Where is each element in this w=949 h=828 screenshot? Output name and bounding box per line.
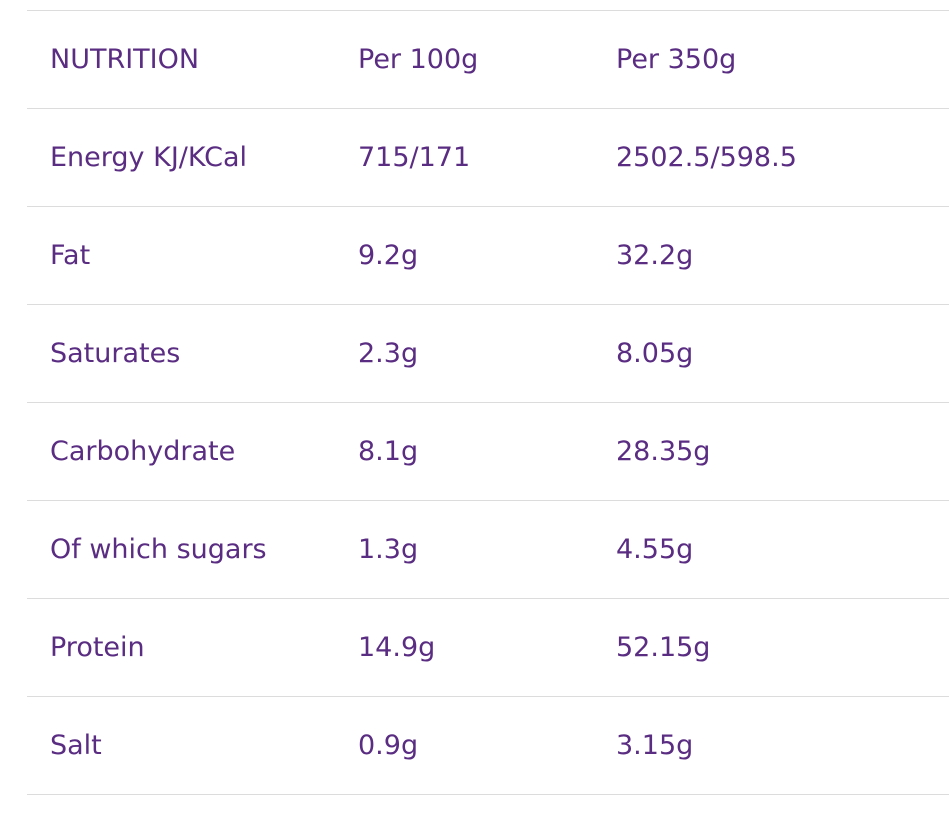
table-row: Carbohydrate 8.1g 28.35g xyxy=(27,402,949,500)
table-cell: Energy KJ/KCal xyxy=(50,142,248,173)
table-cell: 715/171 xyxy=(358,142,471,173)
table-cell: 28.35g xyxy=(616,436,711,467)
table-cell: 0.9g xyxy=(358,730,419,761)
table-cell: 32.2g xyxy=(616,240,694,271)
table-cell: 2502.5/598.5 xyxy=(616,142,797,173)
table-row: Protein 14.9g 52.15g xyxy=(27,598,949,696)
table-cell: Protein xyxy=(50,632,145,663)
table-row: Of which sugars 1.3g 4.55g xyxy=(27,500,949,598)
header-cell: Per 100g xyxy=(358,44,479,75)
table-cell: 52.15g xyxy=(616,632,711,663)
table-row: Fat 9.2g 32.2g xyxy=(27,206,949,304)
table-row: Saturates 2.3g 8.05g xyxy=(27,304,949,402)
table-cell: 14.9g xyxy=(358,632,436,663)
table-cell: 4.55g xyxy=(616,534,694,565)
table-cell: 2.3g xyxy=(358,338,419,369)
table-row: Energy KJ/KCal 715/171 2502.5/598.5 xyxy=(27,108,949,206)
table-cell: 9.2g xyxy=(358,240,419,271)
nutrition-table: NUTRITION Per 100g Per 350g Energy KJ/KCal 7… xyxy=(27,10,949,795)
table-cell: 1.3g xyxy=(358,534,419,565)
table-cell: Salt xyxy=(50,730,102,761)
table-cell: 3.15g xyxy=(616,730,694,761)
header-row: NUTRITION Per 100g Per 350g xyxy=(27,10,949,108)
table-cell: Fat xyxy=(50,240,91,271)
table-cell: 8.1g xyxy=(358,436,419,467)
header-cell: Per 350g xyxy=(616,44,737,75)
table-cell: Carbohydrate xyxy=(50,436,236,467)
table-row: Salt 0.9g 3.15g xyxy=(27,696,949,795)
table-cell: Of which sugars xyxy=(50,534,267,565)
table-cell: 8.05g xyxy=(616,338,694,369)
header-cell: NUTRITION xyxy=(50,44,200,75)
table-cell: Saturates xyxy=(50,338,181,369)
